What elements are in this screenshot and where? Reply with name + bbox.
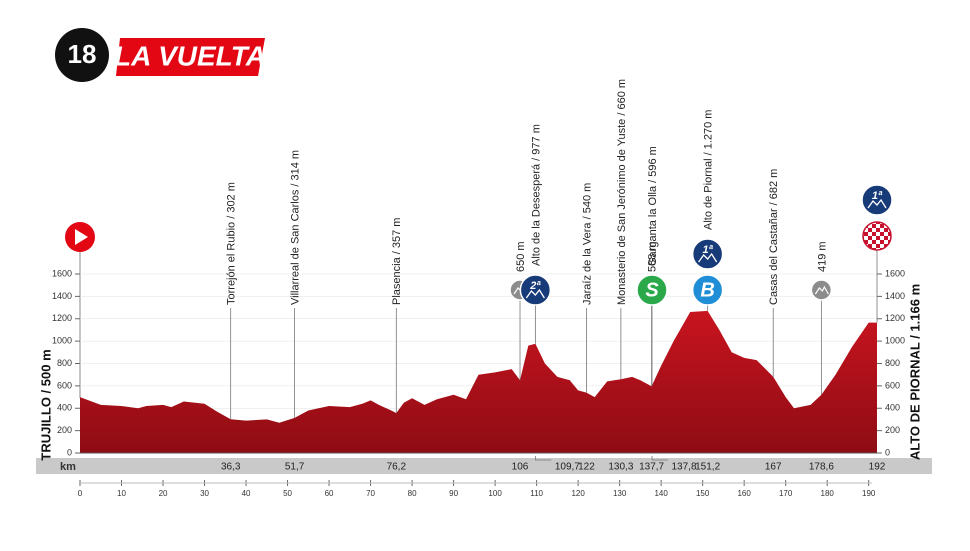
km-label: 106 (512, 462, 529, 473)
km-label: 36,3 (221, 462, 241, 473)
km-label: 130,3 (608, 462, 633, 473)
brand: LA VUELTA (114, 40, 266, 71)
badge-text: 1ª (703, 244, 714, 256)
y2-tick-label: 400 (885, 403, 900, 413)
badge (691, 274, 724, 306)
x-tick-label: 190 (862, 489, 876, 498)
km-label: 122 (578, 462, 595, 473)
waypoint-name: Torrejón el Rubio / 302 m (226, 182, 238, 305)
x-tick-label: 40 (242, 489, 251, 498)
x-tick-label: 130 (613, 489, 627, 498)
x-tick-label: 30 (200, 489, 209, 498)
y-tick-label: 400 (57, 403, 72, 413)
badge-text: S (645, 279, 659, 301)
waypoint-name: Garganta la Olla / 596 m (647, 146, 659, 266)
start-label: TRUJILLO / 500 m (38, 349, 53, 460)
badge-text: 1ª (872, 190, 883, 202)
y2-tick-label: 1000 (885, 336, 905, 346)
waypoint-name: 650 m (515, 241, 527, 272)
y-tick-label: 1400 (52, 291, 72, 301)
y-tick-label: 800 (57, 358, 72, 368)
x-tick-label: 160 (737, 489, 751, 498)
y-tick-label: 1000 (52, 336, 72, 346)
x-tick-label: 170 (779, 489, 793, 498)
start-arrow (75, 229, 88, 245)
badge-text: B (700, 279, 714, 301)
finish-label: ALTO DE PIORNAL / 1.166 m (907, 284, 922, 460)
brand-banner (116, 38, 265, 76)
km-label: 137,7 (639, 462, 664, 473)
x-tick-label: 150 (696, 489, 710, 498)
km-label: 151,2 (695, 462, 720, 473)
km-bracket (534, 456, 552, 461)
waypoint-name: Alto de la Desesperá / 977 m (530, 124, 542, 266)
waypoint-name: Jaraíz de la Vera / 540 m (581, 183, 593, 305)
km-label: 192 (869, 462, 886, 473)
x-tick-label: 0 (78, 489, 83, 498)
km-band (36, 458, 932, 474)
y2-tick-label: 1200 (885, 313, 905, 323)
finish-icon (862, 221, 892, 251)
mountain-glyph (698, 252, 718, 263)
km-label: 51,7 (285, 462, 305, 473)
waypoint-name: 419 m (816, 241, 828, 272)
y2-tick-label: 1600 (885, 268, 905, 278)
km-label: 109,7 (555, 462, 580, 473)
waypoint-name: Monasterio de San Jerónimo de Yuste / 66… (616, 79, 628, 305)
km-label: 76,2 (387, 462, 407, 473)
y-tick-label: 0 (67, 447, 72, 457)
x-tick-label: 20 (159, 489, 168, 498)
y-tick-label: 200 (57, 425, 72, 435)
km-label: 178,6 (809, 462, 834, 473)
y2-tick-label: 0 (885, 447, 890, 457)
y-tick-label: 1200 (52, 313, 72, 323)
x-tick-label: 70 (366, 489, 375, 498)
waypoint-name: Villarreal de San Carlos / 314 m (290, 150, 302, 305)
x-tick-label: 120 (571, 489, 585, 498)
waypoint-name: Alto de Piornal / 1.270 m (703, 110, 715, 230)
y2-tick-label: 1400 (885, 291, 905, 301)
x-tick-label: 90 (449, 489, 458, 498)
waypoint-name: Casas del Castañar / 682 m (768, 169, 780, 305)
y2-tick-label: 600 (885, 380, 900, 390)
x-tick-label: 100 (488, 489, 502, 498)
badge (636, 274, 668, 306)
x-tick-label: 80 (408, 489, 417, 498)
x-tick-label: 10 (117, 489, 126, 498)
x-tick-label: 110 (530, 489, 543, 498)
waypoint-name: 588 m (647, 241, 659, 272)
km-label: km (60, 461, 76, 473)
badge (861, 184, 893, 216)
x-tick-label: 60 (325, 489, 334, 498)
x-tick-label: 50 (283, 489, 292, 498)
stage-number: 18 (68, 39, 97, 69)
mountain-glyph (814, 285, 829, 295)
km-label: 167 (765, 462, 782, 473)
y2-tick-label: 200 (885, 425, 900, 435)
km-bracket (651, 456, 669, 461)
x-tick-label: 180 (821, 489, 835, 498)
elevation-profile (80, 310, 877, 453)
y-tick-label: 600 (57, 380, 72, 390)
y2-tick-label: 800 (885, 358, 900, 368)
mountain-glyph (525, 288, 545, 299)
badge (519, 274, 552, 306)
stage-badge (55, 28, 109, 82)
x-tick-label: 140 (654, 489, 668, 498)
km-label: 137,8 (671, 462, 696, 473)
mountain-glyph (867, 198, 887, 209)
waypoint-name: Plasencia / 357 m (391, 218, 403, 305)
badge (691, 238, 724, 270)
y-tick-label: 1600 (52, 268, 72, 278)
badge-text: 2ª (529, 280, 541, 292)
